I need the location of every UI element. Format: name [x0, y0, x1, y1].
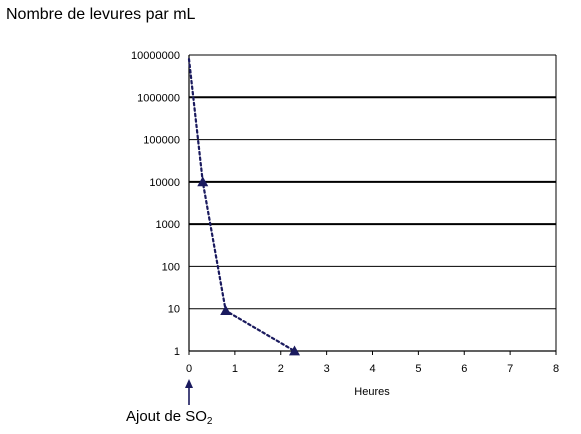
y-tick-label: 10: [168, 304, 180, 316]
arrow-head: [185, 379, 193, 388]
axes: [188, 54, 557, 355]
x-tick-label: 0: [186, 363, 192, 375]
y-tick-label: 10000: [149, 177, 180, 189]
x-tick-labels: 0 1 2 3 4 5 6 7 8: [186, 363, 559, 375]
series-line: [187, 57, 296, 353]
x-axis-title: Heures: [354, 386, 390, 398]
x-tick-label: 8: [553, 363, 559, 375]
annotation-arrow: [185, 379, 193, 405]
y-tick-labels: 1 10 100 1000 10000 100000 1000000 10000000: [131, 50, 180, 358]
x-tick-label: 6: [461, 363, 467, 375]
y-tick-label: 10000000: [131, 50, 180, 62]
data-point: [197, 176, 209, 187]
y-tick-label: 100000: [143, 135, 180, 147]
y-tick-label: 1000: [156, 219, 180, 231]
y-tick-label: 100: [162, 261, 180, 273]
data-point: [289, 345, 301, 356]
x-tick-label: 7: [507, 363, 513, 375]
annotation-text: Ajout de SO2: [126, 408, 213, 427]
x-tick-label: 4: [369, 363, 375, 375]
x-tick-label: 1: [232, 363, 238, 375]
x-tick-label: 5: [415, 363, 421, 375]
y-tick-label: 1000000: [137, 92, 180, 104]
y-axis-title: Nombre de levures par mL: [6, 6, 196, 23]
x-tick-label: 3: [324, 363, 330, 375]
data-series: [187, 57, 301, 356]
data-point: [220, 305, 232, 316]
y-tick-label: 1: [174, 346, 180, 358]
x-tick-label: 2: [278, 363, 284, 375]
grid-lines: [189, 54, 556, 310]
